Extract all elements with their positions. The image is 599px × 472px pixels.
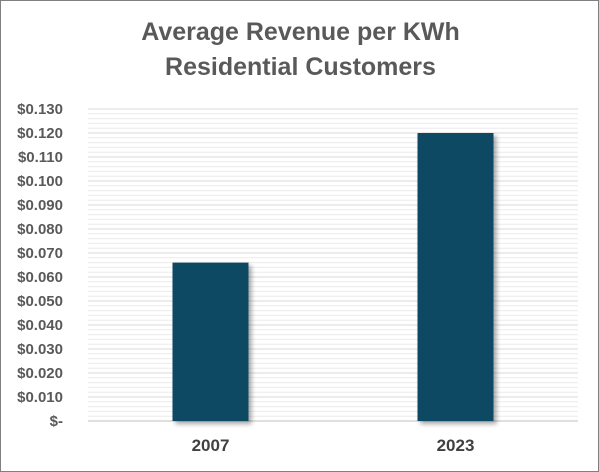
y-tick-label: $0.130 (17, 101, 63, 118)
bar-2007 (172, 262, 249, 421)
y-tick-label: $0.090 (17, 197, 63, 214)
x-axis-category-labels: 2007 2023 (192, 436, 475, 455)
y-tick-label: $0.070 (17, 245, 63, 262)
chart-title-line-2: Residential Customers (165, 53, 436, 81)
y-tick-label: $0.050 (17, 293, 63, 310)
chart-title-line-1: Average Revenue per KWh (141, 18, 460, 46)
y-tick-label: $0.080 (17, 221, 63, 238)
y-tick-label: $0.110 (18, 149, 63, 166)
x-category-label: 2007 (192, 436, 230, 455)
gridlines (88, 108, 578, 422)
y-tick-label: $0.100 (17, 173, 63, 190)
bars (172, 133, 494, 421)
y-axis-tick-labels: $- $0.010 $0.020 $0.030 $0.040 $0.050 $0.060 $0… (17, 101, 63, 430)
y-tick-label: $- (50, 413, 63, 430)
bar-2023 (417, 133, 494, 421)
y-tick-label: $0.010 (17, 389, 63, 406)
chart-title: Average Revenue per KWh Residential Cust… (1, 15, 599, 85)
x-category-label: 2023 (437, 436, 475, 455)
y-tick-label: $0.030 (17, 341, 63, 358)
y-tick-label: $0.120 (17, 125, 63, 142)
y-tick-label: $0.040 (17, 317, 63, 334)
y-tick-label: $0.020 (17, 365, 63, 382)
y-tick-label: $0.060 (17, 269, 63, 286)
